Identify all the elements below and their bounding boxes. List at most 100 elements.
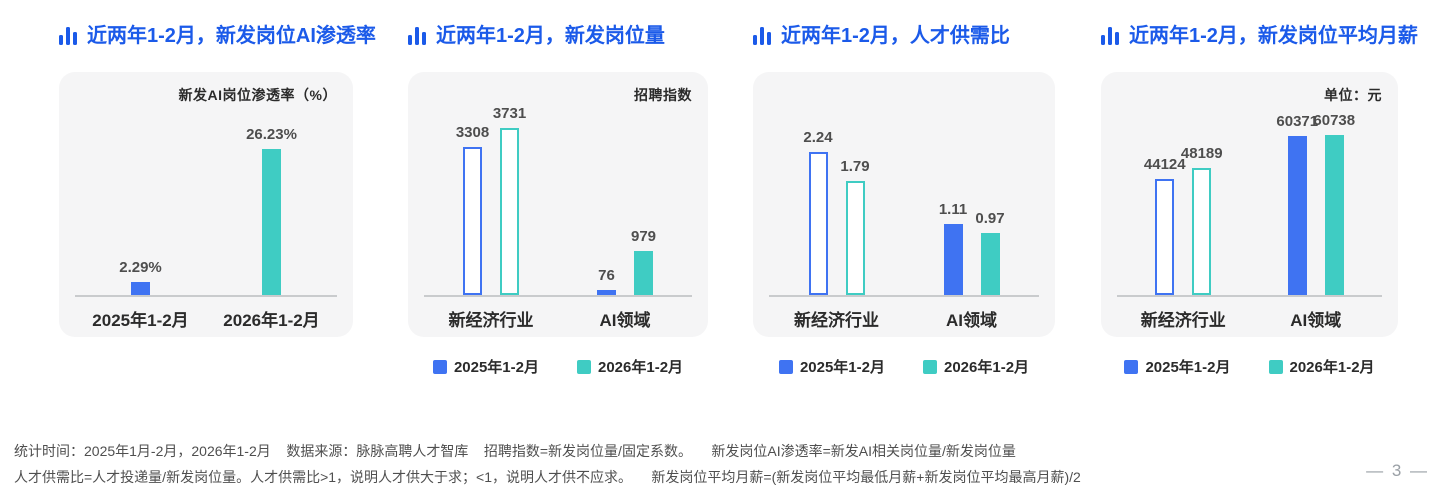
bar-chart-icon <box>408 27 426 45</box>
chart-plot: 2.29% 26.23% <box>75 72 337 297</box>
bar-group: 2.29% <box>75 259 206 295</box>
chart-title-row: 近两年1-2月，新发岗位平均月薪 <box>1101 24 1418 48</box>
bar-chart-icon <box>1101 27 1119 45</box>
bar-value-label: 1.79 <box>840 158 870 175</box>
category-label: AI领域 <box>946 311 997 330</box>
bar-wrap: 979 <box>630 228 657 295</box>
page-number: — 3 — <box>1366 461 1429 480</box>
bar-wrap: 60371 <box>1276 113 1318 295</box>
bar-2026年1-2月 <box>262 149 281 295</box>
chart-card-avg-salary: 近两年1-2月，新发岗位平均月薪 单位：元 44124 48189 60371 607… <box>1101 0 1418 377</box>
footnote-line: 统计时间：2025年1月-2月，2026年1-2月 数据来源：脉脉高聘人才智库 … <box>14 443 1016 459</box>
legend-item: 2026年1-2月 <box>577 356 683 377</box>
chart-title: 近两年1-2月，新发岗位平均月薪 <box>1129 25 1418 47</box>
bar-wrap: 48189 <box>1181 145 1223 295</box>
chart-card-new-jobs: 近两年1-2月，新发岗位量 招聘指数 3308 3731 76 979 新经济行业 AI… <box>408 0 708 377</box>
bar-wrap: 1.79 <box>840 158 870 295</box>
bar-wrap: 3308 <box>456 124 489 295</box>
legend-swatch <box>778 359 793 374</box>
bar-wrap: 3731 <box>493 105 526 295</box>
bar-group: 60371 60738 <box>1250 112 1383 295</box>
chart-title: 近两年1-2月，新发岗位量 <box>436 25 665 47</box>
chart-legend: 2025年1-2月 2026年1-2月 <box>1101 356 1398 377</box>
bar-value-label: 3308 <box>455 124 490 141</box>
category-label: AI领域 <box>599 311 651 330</box>
bar-value-label: 60738 <box>1313 112 1356 129</box>
bar-group: 2.24 1.79 <box>769 129 904 295</box>
bar-2025年1-2月 <box>463 147 482 295</box>
chart-panel: 2.24 1.79 1.11 0.97 新经济行业 AI领域 <box>753 72 1055 337</box>
bar-group: 44124 48189 <box>1117 145 1250 295</box>
chart-title-row: 近两年1-2月，新发岗位量 <box>408 24 708 48</box>
chart-title: 近两年1-2月，人才供需比 <box>781 25 1010 47</box>
category-label: 新经济行业 <box>794 311 879 330</box>
bar-group: 1.11 0.97 <box>904 201 1039 295</box>
bar-chart-icon <box>753 27 771 45</box>
bar-group-row: 60371 60738 <box>1276 112 1355 295</box>
category-labels-row: 新经济行业 AI领域 <box>424 297 692 331</box>
legend-swatch <box>923 359 937 374</box>
bar-value-label: 3731 <box>492 105 527 122</box>
bar-group-row: 2.29% <box>119 259 162 295</box>
bar-value-label: 2.29% <box>119 259 162 276</box>
chart-legend: 2025年1-2月 2026年1-2月 <box>753 356 1055 377</box>
bar-group-row: 76 979 <box>597 228 657 295</box>
legend-item: 2025年1-2月 <box>1124 356 1231 377</box>
bar-value-label: 48189 <box>1180 145 1223 162</box>
bar-2026年1-2月 <box>500 128 519 295</box>
legend-label: 2026年1-2月 <box>598 359 684 376</box>
bar-2025年1-2月 <box>131 282 150 295</box>
chart-title-row: 近两年1-2月，人才供需比 <box>753 24 1055 48</box>
legend-swatch <box>432 359 447 374</box>
legend-swatch <box>577 359 591 374</box>
chart-legend: 2025年1-2月 2026年1-2月 <box>408 356 708 377</box>
category-label: 2025年1-2月 <box>92 311 189 330</box>
bar-2026年1-2月 <box>1192 168 1212 295</box>
chart-panel: 招聘指数 3308 3731 76 979 新经济行业 AI领域 <box>408 72 708 337</box>
chart-plot: 44124 48189 60371 60738 <box>1117 72 1382 297</box>
bar-chart-icon <box>59 27 77 45</box>
bar-wrap: 2.24 <box>803 129 833 295</box>
category-label: 2026年1-2月 <box>223 311 320 330</box>
category-labels-row: 新经济行业 AI领域 <box>1117 297 1382 331</box>
chart-unit-label: 招聘指数 <box>634 87 692 103</box>
legend-label: 2025年1-2月 <box>453 359 539 376</box>
bar-2026年1-2月 <box>634 251 653 295</box>
bar-2025年1-2月 <box>808 152 828 295</box>
legend-label: 2026年1-2月 <box>1289 359 1375 376</box>
legend-item: 2026年1-2月 <box>923 356 1029 377</box>
chart-title-row: 近两年1-2月，新发岗位AI渗透率 <box>59 24 376 48</box>
bar-2025年1-2月 <box>1155 179 1175 295</box>
legend-label: 2025年1-2月 <box>1145 359 1231 376</box>
bar-group: 76 979 <box>558 228 692 295</box>
chart-title: 近两年1-2月，新发岗位AI渗透率 <box>87 25 376 47</box>
chart-panel: 单位：元 44124 48189 60371 60738 新经济行业 AI领域 <box>1101 72 1398 337</box>
chart-unit-label: 新发AI岗位渗透率（%） <box>178 87 337 103</box>
category-label: 新经济行业 <box>448 311 534 330</box>
bar-group-row: 1.11 0.97 <box>939 201 1005 295</box>
chart-card-ai-penetration: 近两年1-2月，新发岗位AI渗透率 新发AI岗位渗透率（%） 2.29% 26.2… <box>59 0 376 337</box>
bar-value-label: 0.97 <box>975 210 1005 227</box>
bar-wrap: 1.11 <box>939 201 967 295</box>
footnote-line: 人才供需比=人才投递量/新发岗位量。人才供需比>1，说明人才供大于求；<1，说明… <box>14 469 1081 485</box>
legend-item: 2025年1-2月 <box>778 356 885 377</box>
chart-panel: 新发AI岗位渗透率（%） 2.29% 26.23% 2025年1-2月 2026年1… <box>59 72 353 337</box>
bar-2025年1-2月 <box>597 290 616 295</box>
bar-value-label: 2.24 <box>803 129 833 146</box>
bar-group-row: 26.23% <box>246 126 297 295</box>
bar-wrap: 44124 <box>1144 156 1186 295</box>
chart-unit-label: 单位：元 <box>1324 87 1382 103</box>
bar-value-label: 979 <box>630 228 657 245</box>
legend-label: 2025年1-2月 <box>799 359 885 376</box>
bar-wrap: 76 <box>597 267 616 295</box>
bar-2026年1-2月 <box>1324 135 1344 295</box>
bar-value-label: 26.23% <box>246 126 297 143</box>
category-label: AI领域 <box>1290 311 1342 330</box>
legend-label: 2026年1-2月 <box>944 359 1030 376</box>
bar-wrap: 0.97 <box>975 210 1005 295</box>
bar-group-row: 2.24 1.79 <box>803 129 870 295</box>
footnotes: 统计时间：2025年1月-2月，2026年1-2月 数据来源：脉脉高聘人才智库 … <box>14 438 1081 490</box>
legend-swatch <box>1124 359 1139 374</box>
chart-plot: 2.24 1.79 1.11 0.97 <box>769 72 1039 297</box>
category-labels-row: 2025年1-2月 2026年1-2月 <box>75 297 337 331</box>
